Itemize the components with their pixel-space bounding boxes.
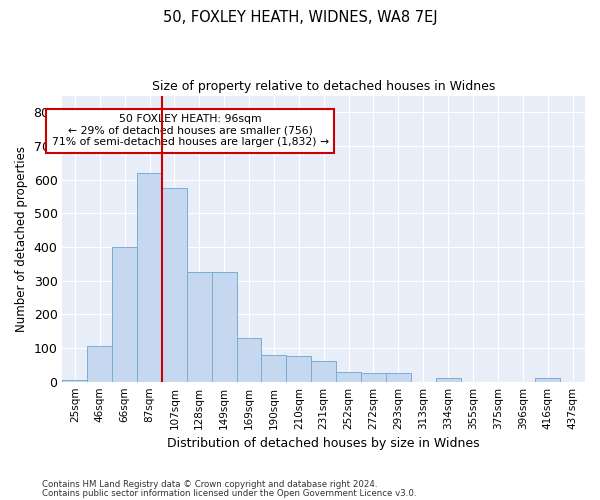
Bar: [386, 374, 411, 382]
Bar: [361, 374, 386, 382]
Bar: [236, 338, 262, 382]
Bar: [187, 272, 212, 382]
Text: Contains HM Land Registry data © Crown copyright and database right 2024.: Contains HM Land Registry data © Crown c…: [42, 480, 377, 489]
Text: 50, FOXLEY HEATH, WIDNES, WA8 7EJ: 50, FOXLEY HEATH, WIDNES, WA8 7EJ: [163, 10, 437, 25]
Bar: [88, 346, 112, 382]
Title: Size of property relative to detached houses in Widnes: Size of property relative to detached ho…: [152, 80, 496, 93]
Bar: [535, 378, 560, 382]
Bar: [212, 272, 236, 382]
Bar: [262, 355, 286, 382]
Bar: [336, 372, 361, 382]
Bar: [112, 247, 137, 382]
Bar: [162, 188, 187, 382]
Bar: [62, 380, 88, 382]
Text: Contains public sector information licensed under the Open Government Licence v3: Contains public sector information licen…: [42, 489, 416, 498]
Bar: [286, 356, 311, 382]
Bar: [137, 173, 162, 382]
Bar: [436, 378, 461, 382]
Bar: [311, 362, 336, 382]
X-axis label: Distribution of detached houses by size in Widnes: Distribution of detached houses by size …: [167, 437, 480, 450]
Y-axis label: Number of detached properties: Number of detached properties: [15, 146, 28, 332]
Text: 50 FOXLEY HEATH: 96sqm
← 29% of detached houses are smaller (756)
71% of semi-de: 50 FOXLEY HEATH: 96sqm ← 29% of detached…: [52, 114, 329, 148]
